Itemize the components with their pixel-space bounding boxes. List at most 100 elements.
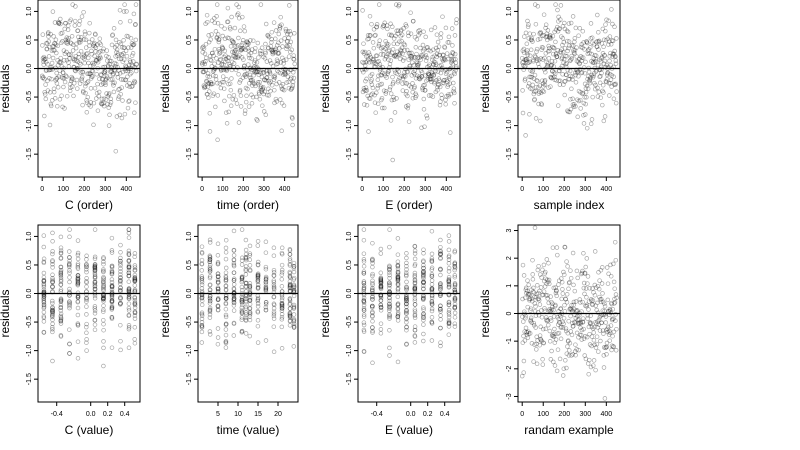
residual-point: [436, 44, 442, 49]
residual-point: [429, 301, 435, 307]
residual-point: [528, 318, 533, 324]
x-tick-label: 100: [537, 411, 549, 418]
residual-point: [532, 301, 538, 306]
residual-point: [520, 110, 526, 116]
residual-point: [370, 328, 375, 334]
residual-point: [242, 111, 248, 116]
residual-point: [578, 97, 583, 103]
residual-point: [255, 309, 261, 314]
residual-point: [576, 56, 582, 62]
residual-point: [203, 55, 209, 61]
residual-point: [424, 113, 429, 118]
residual-point: [101, 283, 106, 288]
residual-point: [545, 318, 551, 323]
residual-point: [531, 76, 537, 81]
residual-point: [607, 58, 612, 64]
residual-point: [279, 301, 285, 306]
y-tick-label: 2: [506, 256, 513, 260]
residual-point: [118, 285, 123, 290]
residual-point: [528, 37, 534, 43]
residual-point: [538, 324, 543, 330]
residual-point: [107, 61, 112, 67]
y-tick-label: 3: [506, 228, 513, 232]
residual-point: [239, 47, 244, 53]
residual-point: [287, 318, 293, 324]
residual-point: [271, 279, 277, 285]
residual-point: [123, 77, 128, 83]
residual-point: [606, 39, 612, 44]
residual-point: [419, 52, 424, 58]
residual-point: [41, 270, 47, 276]
residual-point: [48, 103, 54, 109]
residual-point: [254, 60, 260, 65]
residual-point: [204, 79, 209, 85]
residual-point: [99, 96, 105, 102]
residual-point: [64, 74, 69, 80]
residual-point: [279, 308, 285, 313]
residual-point: [76, 34, 81, 40]
residual-point: [243, 298, 249, 304]
y-tick-label: -1.5: [506, 148, 513, 160]
residual-point: [387, 244, 392, 250]
residual-point: [566, 286, 571, 292]
residual-point: [109, 65, 115, 70]
residual-point: [387, 314, 392, 320]
residual-point: [253, 83, 258, 89]
residual-point: [72, 18, 78, 24]
residual-point: [279, 305, 285, 311]
residual-point: [578, 321, 584, 326]
residual-point: [49, 65, 54, 70]
residual-point: [556, 78, 562, 84]
residual-point: [126, 308, 132, 313]
residual-point: [109, 315, 115, 320]
residual-point: [201, 69, 206, 75]
residual-point: [75, 280, 81, 285]
residual-point: [247, 253, 253, 258]
residual-point: [429, 272, 435, 277]
residual-point: [76, 22, 82, 27]
residual-point: [221, 86, 227, 91]
residual-point: [83, 45, 89, 50]
residual-point: [50, 305, 55, 311]
residual-point: [41, 319, 47, 324]
residual-point: [563, 78, 568, 84]
residual-point: [212, 15, 217, 21]
residual-point: [47, 122, 53, 128]
residual-point: [524, 41, 530, 47]
residual-point: [287, 298, 293, 303]
residual-point: [231, 286, 237, 291]
residual-point: [557, 82, 563, 87]
residual-point: [109, 284, 115, 289]
residual-point: [422, 82, 427, 88]
residual-point: [611, 316, 616, 321]
residual-point: [126, 264, 132, 269]
residual-point: [96, 89, 102, 95]
residual-point: [287, 288, 293, 294]
residual-point: [555, 331, 560, 336]
residual-point: [50, 277, 55, 283]
residual-point: [385, 69, 391, 74]
residual-point: [388, 52, 393, 58]
residual-point: [200, 69, 206, 75]
residual-point: [109, 271, 115, 277]
residual-point: [556, 282, 561, 287]
residual-point: [583, 334, 588, 339]
residual-point: [585, 76, 590, 82]
residual-point: [99, 101, 105, 107]
residual-point: [580, 28, 586, 34]
residual-point: [370, 294, 375, 300]
residual-point: [84, 264, 89, 270]
residual-point: [588, 297, 594, 302]
residual-point: [41, 296, 47, 302]
residual-point: [547, 46, 552, 51]
residual-point: [109, 299, 115, 305]
residual-point: [279, 86, 285, 92]
residual-point: [223, 338, 229, 344]
residual-point: [361, 320, 367, 325]
residual-point: [546, 49, 551, 54]
residual-point: [452, 321, 458, 326]
residual-point: [118, 56, 124, 62]
residual-point: [230, 97, 236, 102]
residual-point: [58, 316, 64, 321]
